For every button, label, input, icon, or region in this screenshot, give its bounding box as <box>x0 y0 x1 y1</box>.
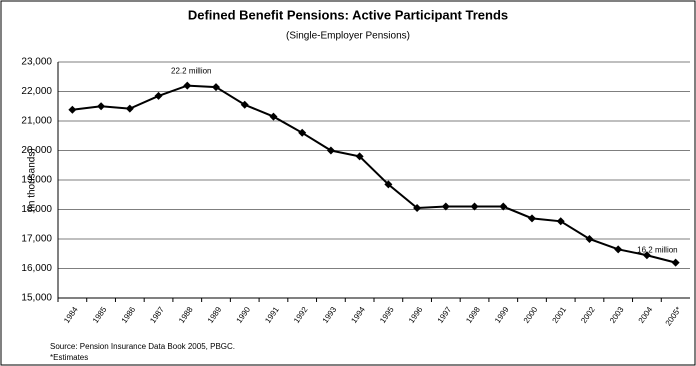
note: *Estimates <box>50 353 88 362</box>
marker <box>212 83 220 92</box>
chart-subtitle: (Single-Employer Pensions) <box>286 31 410 42</box>
marker <box>642 251 651 260</box>
marker <box>355 152 364 161</box>
marker <box>240 100 249 109</box>
marker <box>269 112 278 121</box>
marker <box>528 214 536 223</box>
marker <box>298 128 307 137</box>
marker <box>97 102 106 111</box>
marker <box>68 105 77 114</box>
y-tick-label: 20,000 <box>21 145 52 156</box>
annotation: 16.2 million <box>637 246 677 255</box>
marker <box>585 235 594 243</box>
source: Source: Pension Insurance Data Book 2005… <box>50 342 235 351</box>
y-tick-label: 18,000 <box>21 204 52 215</box>
y-tick-label: 22,000 <box>21 86 52 97</box>
marker <box>183 81 192 90</box>
marker <box>154 91 163 100</box>
marker <box>470 202 479 211</box>
y-tick-label: 19,000 <box>21 175 52 186</box>
marker <box>556 217 565 226</box>
y-tick-label: 16,000 <box>21 263 52 274</box>
marker <box>614 245 623 254</box>
marker <box>441 202 450 211</box>
marker <box>413 204 422 213</box>
line <box>72 84 676 264</box>
marker <box>384 180 393 189</box>
marker <box>499 202 508 211</box>
y-axis-label: (in thousands) <box>27 148 38 211</box>
marker <box>326 146 335 155</box>
chart-title: Defined Benefit Pensions: Active Partici… <box>188 7 508 22</box>
y-tick-label: 15,000 <box>21 293 52 304</box>
y-tick-label: 21,000 <box>21 116 52 127</box>
marker <box>671 258 680 267</box>
annotation: 22.2 million <box>171 67 211 76</box>
y-tick-label: 23,000 <box>21 57 52 68</box>
marker <box>125 104 134 113</box>
y-tick-label: 17,000 <box>21 234 52 245</box>
